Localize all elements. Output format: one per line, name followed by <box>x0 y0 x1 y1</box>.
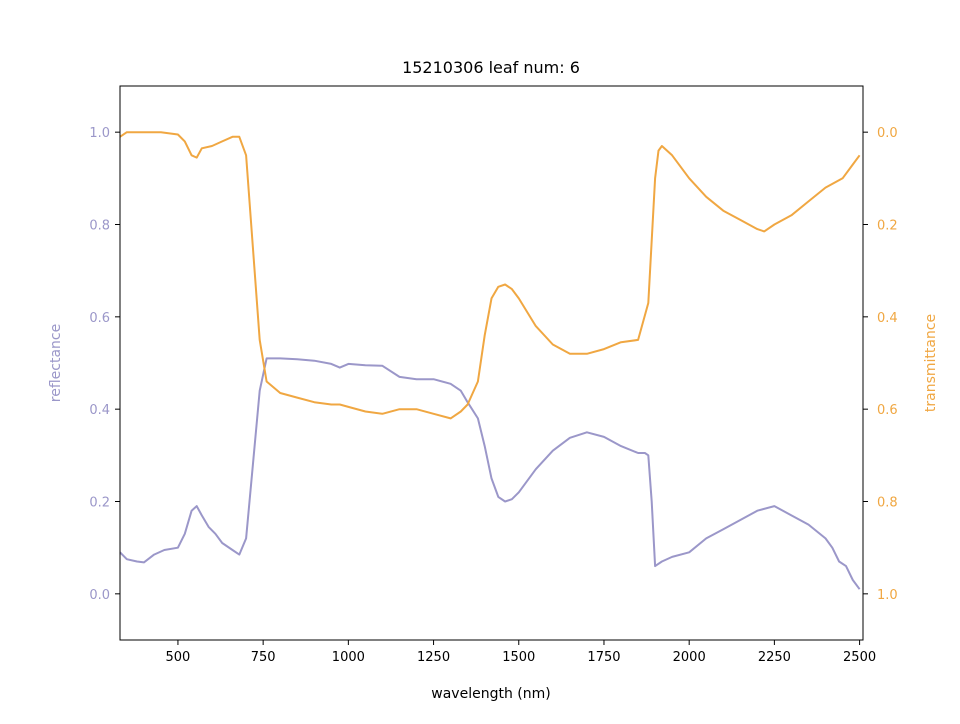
plot-frame <box>119 85 864 641</box>
y-right-axis-label: transmittance <box>923 314 939 412</box>
x-axis-label: wavelength (nm) <box>431 686 550 702</box>
y-right-tick-label: 0.0 <box>877 126 898 141</box>
x-tick-label: 1500 <box>502 650 535 665</box>
chart-title: 15210306 leaf num: 6 <box>402 58 580 77</box>
series-layer <box>119 131 861 590</box>
y-right-tick-label: 1.0 <box>877 588 898 603</box>
y-left-axis-label: reflectance <box>48 324 64 402</box>
x-tick-label: 750 <box>251 650 276 665</box>
y-left-tick-label: 1.0 <box>89 126 110 141</box>
x-tick-label: 2500 <box>843 650 876 665</box>
x-axis: 500 750 1000 1250 1500 1750 2000 2250 2500 <box>166 640 876 665</box>
x-tick-label: 1750 <box>587 650 620 665</box>
x-tick-label: 2250 <box>758 650 791 665</box>
y-right-tick-label: 0.4 <box>877 311 898 326</box>
x-tick-label: 2000 <box>673 650 706 665</box>
y-right-tick-label: 0.8 <box>877 496 898 511</box>
y-right-axis: 0.0 0.2 0.4 0.6 0.8 1.0 <box>863 126 898 603</box>
series-line-reflectance <box>119 357 861 590</box>
y-left-tick-label: 0.6 <box>89 311 110 326</box>
y-left-tick-label: 0.8 <box>89 219 110 234</box>
x-tick-label: 500 <box>166 650 191 665</box>
y-left-axis: 0.0 0.2 0.4 0.6 0.8 1.0 <box>89 126 120 603</box>
x-tick-label: 1250 <box>417 650 450 665</box>
series-line-transmittance <box>119 131 861 420</box>
y-right-tick-label: 0.6 <box>877 403 898 418</box>
x-tick-label: 1000 <box>332 650 365 665</box>
y-left-tick-label: 0.2 <box>89 496 110 511</box>
y-left-tick-label: 0.0 <box>89 588 110 603</box>
y-right-tick-label: 0.2 <box>877 219 898 234</box>
y-left-tick-label: 0.4 <box>89 403 110 418</box>
